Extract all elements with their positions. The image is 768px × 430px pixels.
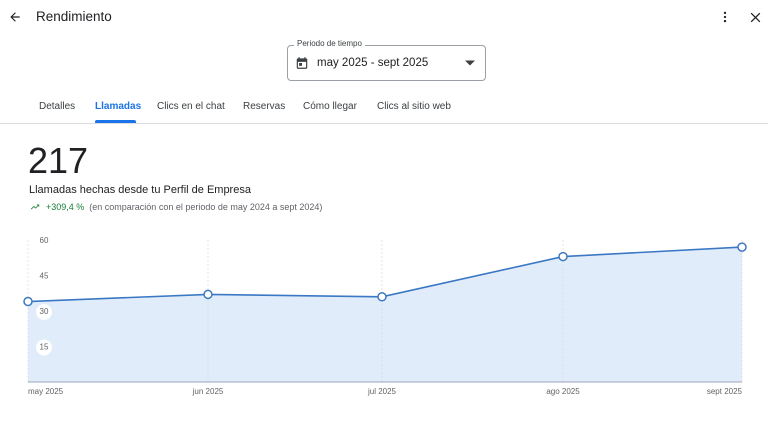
data-point xyxy=(737,242,747,252)
y-tick-label: 30 xyxy=(40,307,49,316)
data-point xyxy=(377,292,387,302)
period-value: may 2025 - sept 2025 xyxy=(317,57,429,69)
more-vert-icon xyxy=(723,11,727,23)
x-tick-label: may 2025 xyxy=(28,387,64,396)
x-tick-label: jun 2025 xyxy=(192,387,224,396)
comparison-text: (en comparación con el periodo de may 20… xyxy=(89,202,323,212)
close-button[interactable] xyxy=(746,8,764,26)
y-tick-label: 15 xyxy=(40,343,49,352)
tab-detalles[interactable]: Detalles xyxy=(39,101,76,112)
comparison-row: +309,4 % (en comparación con el periodo … xyxy=(29,202,322,212)
close-icon xyxy=(750,12,760,22)
tab-llamadas[interactable]: Llamadas xyxy=(95,101,142,112)
x-tick-label: ago 2025 xyxy=(546,387,580,396)
change-percent: +309,4 % xyxy=(46,202,85,212)
active-tab-indicator xyxy=(95,120,136,123)
trending-up-icon xyxy=(30,204,40,210)
calendar-icon xyxy=(296,57,308,69)
tab-reservas[interactable]: Reservas xyxy=(243,101,286,112)
calls-chart: 15 30 45 60 may 2025 jun 2025 jul 2025 ago 2025… xyxy=(23,236,747,396)
tab-bar: Detalles Llamadas Clics en el chat Reser… xyxy=(0,94,768,124)
y-tick-label: 45 xyxy=(40,272,49,281)
data-point xyxy=(558,251,568,262)
arrow-back-icon xyxy=(10,12,20,22)
tab-como-llegar[interactable]: Cómo llegar xyxy=(303,101,357,112)
more-options-button[interactable] xyxy=(716,8,734,26)
x-tick-label: sept 2025 xyxy=(707,387,743,396)
x-tick-label: jul 2025 xyxy=(367,387,397,396)
y-tick-bg xyxy=(36,339,52,356)
data-point xyxy=(203,289,213,300)
period-label: Periodo de tiempo xyxy=(294,39,365,48)
y-tick-bg xyxy=(36,304,52,320)
data-point xyxy=(23,296,33,307)
y-tick-label: 60 xyxy=(40,236,49,245)
back-button[interactable] xyxy=(6,8,24,26)
metric-description: Llamadas hechas desde tu Perfil de Empre… xyxy=(29,184,251,196)
dropdown-arrow-icon xyxy=(465,60,475,66)
page-title: Rendimiento xyxy=(36,9,112,24)
tab-clics-chat[interactable]: Clics en el chat xyxy=(157,101,225,112)
tab-clics-sitio-web[interactable]: Clics al sitio web xyxy=(377,101,451,112)
chart-area xyxy=(28,247,742,382)
total-calls: 217 xyxy=(28,140,89,181)
period-select[interactable]: Periodo de tiempo may 2025 - sept 2025 xyxy=(287,39,486,81)
